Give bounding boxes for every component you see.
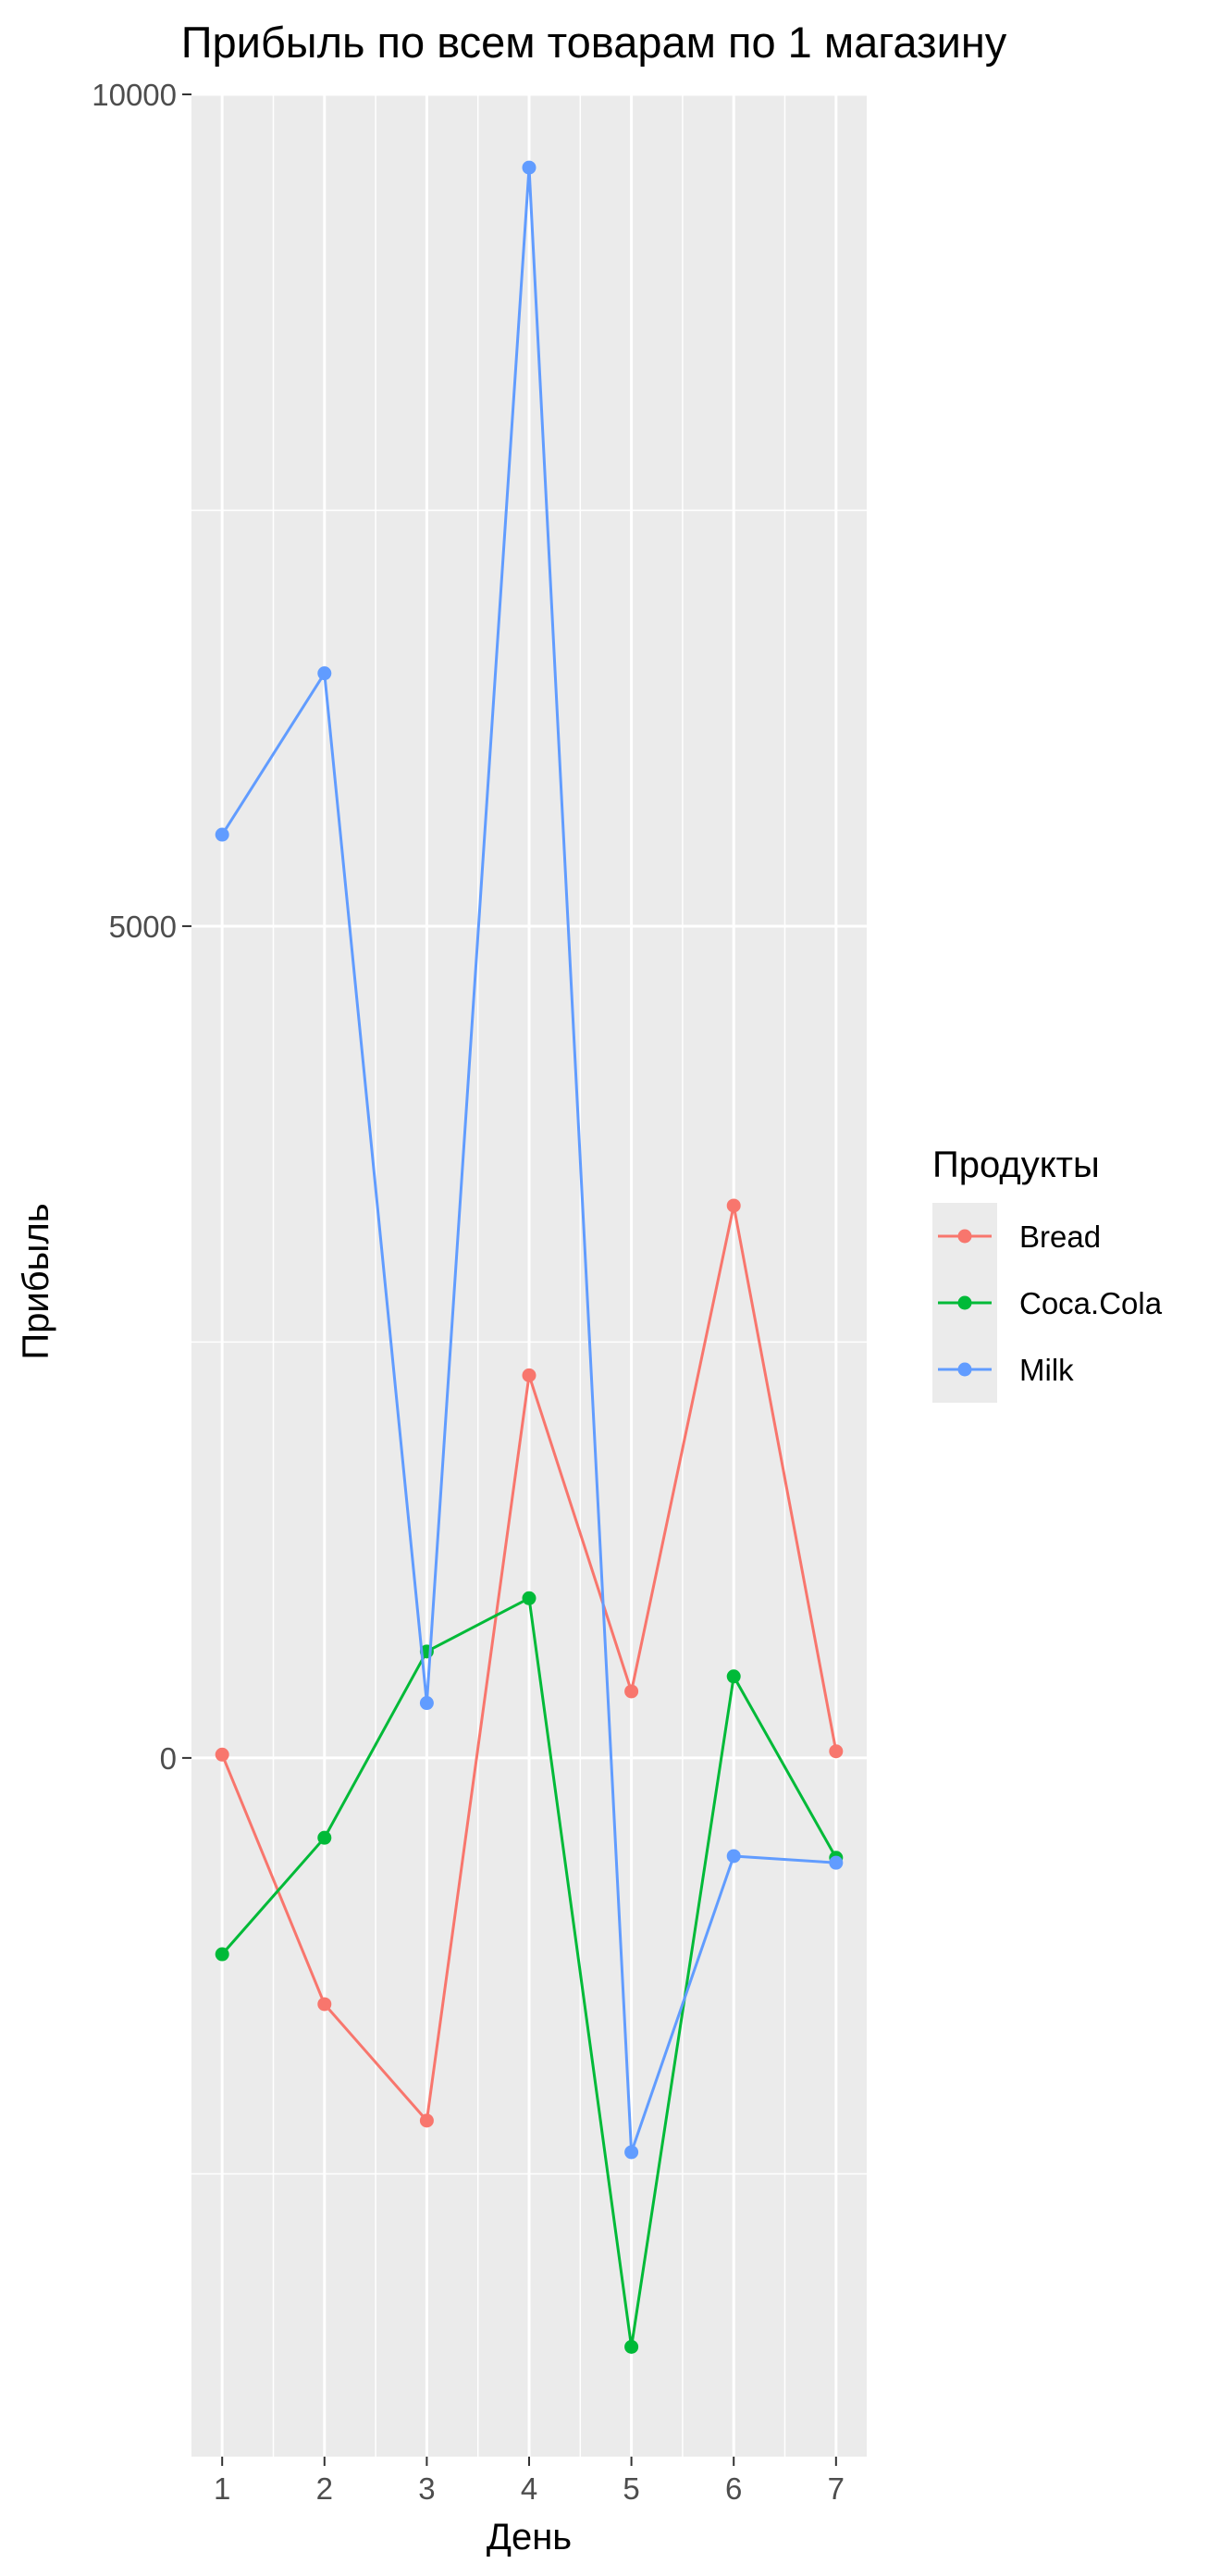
data-point-milk (522, 160, 536, 175)
legend-key-point-coca-cola (957, 1295, 972, 1310)
y-axis-title: Прибыль (16, 1203, 56, 1359)
data-point-milk (317, 666, 332, 681)
data-point-coca-cola (522, 1591, 536, 1605)
data-point-milk (215, 827, 229, 842)
data-point-milk (829, 1855, 844, 1870)
legend-label-milk: Milk (1019, 1353, 1074, 1387)
data-point-bread (829, 1744, 844, 1759)
x-tick-label: 6 (725, 2471, 742, 2506)
data-point-coca-cola (215, 1947, 229, 1962)
data-point-milk (419, 1696, 434, 1711)
data-point-bread (317, 1997, 332, 2012)
x-tick-label: 5 (623, 2471, 639, 2506)
x-tick-label: 3 (418, 2471, 435, 2506)
x-tick-label: 7 (828, 2471, 845, 2506)
data-point-milk (726, 1849, 741, 1864)
legend-title: Продукты (932, 1145, 1100, 1185)
x-tick-label: 4 (521, 2471, 537, 2506)
legend-label-bread: Bread (1019, 1220, 1101, 1254)
y-tick-label: 0 (160, 1741, 177, 1776)
data-point-coca-cola (726, 1669, 741, 1684)
data-point-bread (215, 1747, 229, 1762)
chart-title: Прибыль по всем товарам по 1 магазину (181, 18, 1007, 67)
data-point-coca-cola (317, 1830, 332, 1845)
x-axis-title: День (487, 2517, 572, 2557)
x-axis: 1 2 3 4 5 6 7 (214, 2457, 845, 2506)
legend: Продукты Bread Coca.Cola Milk (932, 1145, 1163, 1403)
legend-key-point-milk (957, 1362, 972, 1377)
y-axis: 0 5000 10000 (92, 78, 191, 1776)
data-point-bread (726, 1198, 741, 1213)
x-tick-label: 1 (214, 2471, 230, 2506)
x-tick-label: 2 (316, 2471, 333, 2506)
major-gridlines (191, 93, 867, 2457)
legend-key-point-bread (957, 1229, 972, 1244)
data-point-bread (624, 1684, 639, 1699)
legend-items: Bread Coca.Cola Milk (938, 1220, 1163, 1387)
data-point-bread (522, 1368, 536, 1382)
data-point-coca-cola (624, 2339, 639, 2354)
data-point-milk (624, 2145, 639, 2160)
y-tick-label: 10000 (92, 78, 177, 112)
y-tick-label: 5000 (109, 910, 177, 944)
data-point-bread (419, 2113, 434, 2128)
series-layer (215, 160, 844, 2354)
legend-label-coca-cola: Coca.Cola (1019, 1286, 1163, 1320)
